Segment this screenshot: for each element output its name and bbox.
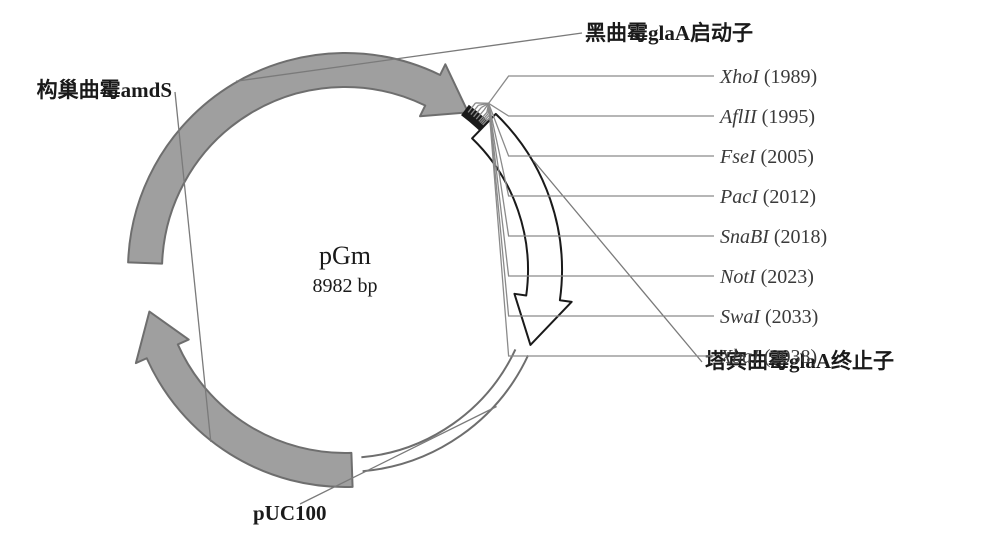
label-pUC100_outer: pUC100 <box>253 501 327 525</box>
plasmid-size: 8982 bp <box>313 275 378 297</box>
arc-pUC100_inner <box>361 349 515 457</box>
site-SnaBI: SnaBI (2018) <box>720 226 827 248</box>
site-AflII: AflII (1995) <box>718 106 815 128</box>
site-leader <box>478 103 714 116</box>
arc-amdS <box>136 312 353 487</box>
site-FseI: FseI (2005) <box>719 146 814 168</box>
site-PacI: PacI (2012) <box>719 186 816 208</box>
label-amdS: 构巢曲霉amdS <box>37 78 172 102</box>
site-XhoI: XhoI (1989) <box>719 66 817 88</box>
plasmid-map: 黑曲霉glaA启动子构巢曲霉amdS塔宾曲霉glaA终止子pUC100XhoI … <box>0 0 1000 539</box>
arc-glaA_terminator <box>472 114 572 345</box>
site-leader <box>476 76 714 103</box>
plasmid-name: pGm <box>319 241 371 270</box>
site-SwaI: SwaI (2033) <box>720 306 818 328</box>
site-XbaI: XbaI (2038) <box>719 346 817 368</box>
site-NotI: NotI (2023) <box>719 266 814 288</box>
arc-glaA_promoter <box>128 53 468 264</box>
label-glaA_promoter: 黑曲霉glaA启动子 <box>585 21 753 45</box>
